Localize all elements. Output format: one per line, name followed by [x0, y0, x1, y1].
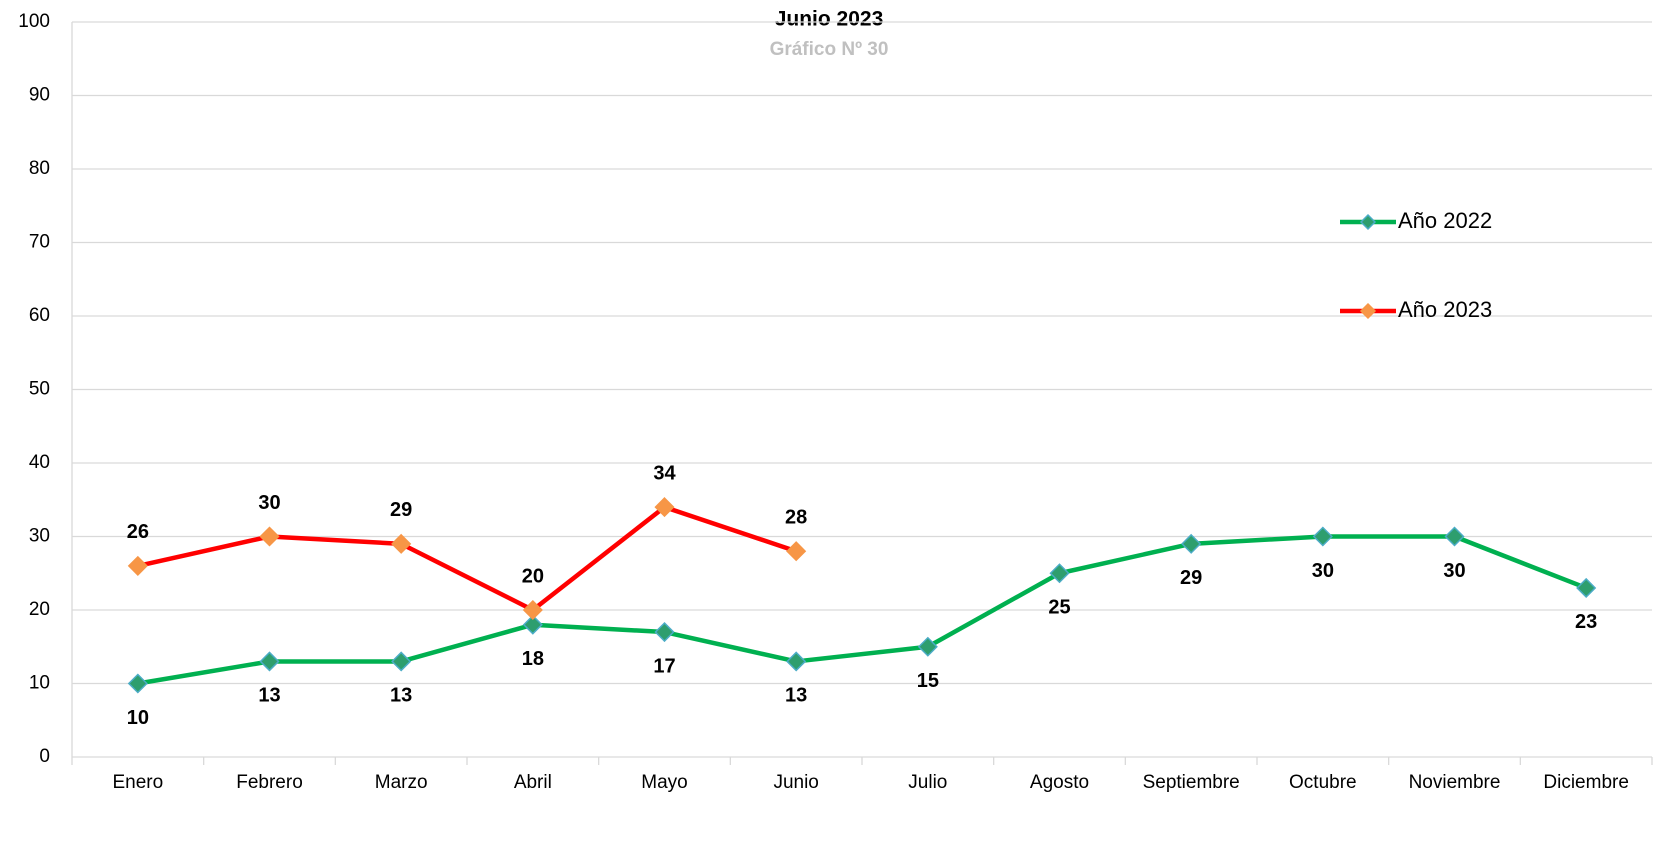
data-label: 13: [258, 685, 280, 707]
y-tick-label: 60: [29, 305, 50, 326]
chart-subtitle: Gráfico Nº 30: [770, 39, 889, 60]
y-tick-label: 100: [18, 11, 50, 32]
series-line: [137, 534, 1587, 686]
y-tick-label: 20: [29, 599, 50, 620]
data-label: 25: [1048, 597, 1070, 619]
data-label: 29: [1180, 567, 1202, 589]
marker: [654, 497, 675, 518]
data-label: 30: [1312, 560, 1334, 582]
data-label: 20: [522, 565, 544, 587]
marker: [654, 621, 675, 643]
data-label: 10: [127, 707, 149, 729]
y-tick-label: 30: [29, 526, 50, 547]
y-tick-label: 80: [29, 158, 50, 179]
x-tick-label: Septiembre: [1143, 772, 1240, 793]
data-label: 18: [522, 648, 544, 670]
y-tick-label: 40: [29, 452, 50, 473]
marker: [1049, 563, 1070, 584]
x-tick-label: Julio: [908, 772, 947, 793]
marker: [1312, 526, 1333, 547]
legend-marker: [1359, 213, 1377, 231]
marker: [1181, 533, 1202, 554]
data-label: 28: [785, 506, 807, 528]
marker: [917, 636, 938, 657]
marker: [259, 651, 280, 672]
marker: [127, 555, 148, 576]
data-label: 23: [1575, 611, 1597, 633]
legend-label: Año 2023: [1398, 297, 1492, 322]
x-tick-label: Mayo: [641, 772, 687, 793]
x-tick-label: Agosto: [1030, 772, 1089, 793]
marker: [786, 651, 807, 672]
x-tick-label: Enero: [112, 772, 163, 793]
legend-label: Año 2022: [1398, 208, 1492, 233]
series-line: [137, 504, 797, 613]
data-label: 26: [127, 521, 149, 543]
x-tick-label: Noviembre: [1409, 772, 1501, 793]
marker: [786, 541, 807, 562]
marker: [127, 673, 148, 694]
marker: [259, 526, 280, 547]
data-label: 29: [390, 499, 412, 521]
data-label: 13: [785, 685, 807, 707]
data-label: 30: [1443, 560, 1465, 582]
x-tick-label: Marzo: [375, 772, 428, 793]
data-label: 15: [917, 670, 939, 692]
data-label: 17: [653, 655, 675, 677]
marker: [1576, 577, 1597, 599]
chart-title: Junio 2023: [775, 8, 884, 31]
x-tick-label: Junio: [773, 772, 818, 793]
x-tick-label: Febrero: [236, 772, 303, 793]
x-tick-label: Octubre: [1289, 772, 1357, 793]
marker: [522, 599, 543, 621]
x-tick-label: Abril: [514, 772, 552, 793]
marker: [391, 533, 412, 554]
marker: [391, 651, 412, 672]
data-label: 34: [653, 462, 676, 484]
y-tick-label: 10: [29, 673, 50, 694]
marker: [1444, 526, 1465, 547]
marker: [522, 614, 543, 635]
y-tick-label: 70: [29, 232, 50, 253]
data-label: 30: [258, 492, 280, 514]
data-label: 13: [390, 685, 412, 707]
legend-marker: [1359, 302, 1377, 320]
y-tick-label: 90: [29, 85, 50, 106]
y-tick-label: 0: [39, 746, 50, 767]
y-tick-label: 50: [29, 379, 50, 400]
x-tick-label: Diciembre: [1543, 772, 1629, 793]
